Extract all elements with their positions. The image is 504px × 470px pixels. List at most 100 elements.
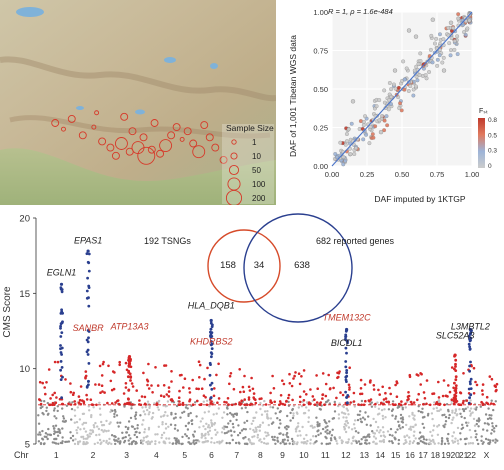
- manhattan-point: [333, 400, 336, 404]
- manhattan-point: [416, 398, 419, 402]
- scatter-point: [377, 98, 382, 103]
- manhattan-point: [77, 401, 81, 404]
- map-lake: [210, 63, 218, 69]
- manhattan-point: [263, 437, 266, 440]
- manhattan-point: [97, 383, 101, 386]
- scatter-y-tick-label: 0.00: [313, 162, 328, 171]
- manhattan-point: [162, 414, 165, 418]
- manhattan-point: [296, 425, 300, 428]
- manhattan-point: [376, 401, 379, 404]
- manhattan-point: [468, 380, 472, 384]
- manhattan-point: [412, 434, 416, 437]
- scatter-point: [389, 102, 393, 106]
- manhattan-point: [305, 393, 308, 396]
- venn-right-label: 682 reported genes: [316, 236, 395, 246]
- scatter-x-tick-label: 0.25: [360, 170, 375, 179]
- manhattan-point: [399, 403, 403, 407]
- manhattan-point: [368, 380, 372, 383]
- manhattan-point: [102, 360, 105, 364]
- manhattan-point: [291, 416, 295, 420]
- manhattan-point: [408, 440, 412, 443]
- scatter-point: [371, 117, 376, 122]
- manhattan-point: [84, 370, 88, 373]
- manhattan-point: [127, 439, 130, 442]
- manhattan-point: [202, 394, 206, 397]
- manhattan-y-tick-label: 20: [19, 214, 30, 225]
- manhattan-point: [177, 396, 181, 399]
- manhattan-point: [302, 369, 306, 372]
- manhattan-point: [148, 411, 151, 414]
- manhattan-point: [359, 387, 363, 390]
- map-sample-point: [189, 139, 198, 148]
- manhattan-point: [287, 425, 290, 428]
- manhattan-point: [312, 435, 315, 438]
- manhattan-point: [352, 400, 356, 403]
- manhattan-point: [107, 429, 110, 432]
- manhattan-point: [437, 380, 440, 384]
- scatter-point: [354, 146, 358, 151]
- manhattan-point: [433, 401, 436, 404]
- manhattan-point: [229, 419, 232, 423]
- scatter-point: [380, 114, 385, 118]
- manhattan-point: [230, 403, 234, 407]
- manhattan-point: [102, 430, 105, 433]
- manhattan-point: [65, 404, 69, 407]
- manhattan-point: [378, 431, 381, 434]
- manhattan-point: [419, 383, 423, 386]
- manhattan-point: [256, 433, 260, 437]
- manhattan-point: [37, 440, 41, 443]
- manhattan-point: [419, 439, 422, 443]
- manhattan-point: [362, 436, 365, 439]
- manhattan-point: [350, 428, 354, 431]
- manhattan-point: [429, 430, 432, 434]
- scatter-point: [368, 125, 373, 129]
- manhattan-point: [201, 417, 204, 420]
- manhattan-point: [41, 438, 45, 441]
- manhattan-point: [404, 406, 407, 409]
- manhattan-point: [363, 418, 367, 421]
- manhattan-point: [359, 378, 363, 382]
- manhattan-point: [216, 441, 219, 444]
- manhattan-point: [379, 434, 383, 438]
- manhattan-point: [286, 439, 290, 442]
- manhattan-point: [115, 439, 118, 442]
- manhattan-point: [447, 432, 450, 436]
- manhattan-point: [300, 405, 304, 408]
- manhattan-point: [348, 366, 352, 369]
- manhattan-point: [53, 415, 56, 418]
- manhattan-point: [53, 360, 57, 364]
- manhattan-point: [324, 430, 327, 433]
- manhattan-point: [374, 442, 377, 445]
- manhattan-point: [59, 378, 63, 381]
- manhattan-point: [277, 426, 281, 429]
- manhattan-point: [431, 392, 434, 396]
- manhattan-point: [413, 414, 416, 417]
- manhattan-point: [202, 400, 205, 403]
- manhattan-point: [279, 422, 282, 425]
- manhattan-point: [494, 385, 498, 388]
- manhattan-point: [452, 386, 455, 390]
- manhattan-point: [109, 421, 112, 424]
- manhattan-point: [93, 442, 97, 446]
- scatter-point: [418, 51, 423, 56]
- manhattan-point: [397, 425, 401, 428]
- manhattan-point: [329, 437, 333, 440]
- manhattan-point: [60, 290, 64, 294]
- manhattan-point: [276, 417, 279, 420]
- manhattan-point: [313, 398, 316, 401]
- manhattan-point: [42, 442, 46, 446]
- manhattan-point: [195, 441, 198, 445]
- manhattan-point: [238, 368, 241, 371]
- manhattan-point: [327, 373, 331, 377]
- manhattan-point: [85, 442, 88, 445]
- manhattan-point: [347, 383, 351, 387]
- manhattan-point: [352, 423, 356, 426]
- manhattan-point: [175, 441, 178, 445]
- manhattan-point: [100, 384, 104, 387]
- manhattan-point: [342, 412, 346, 415]
- manhattan-point: [436, 433, 440, 436]
- scatter-point: [438, 32, 442, 37]
- manhattan-point: [365, 423, 368, 426]
- manhattan-point: [197, 440, 201, 443]
